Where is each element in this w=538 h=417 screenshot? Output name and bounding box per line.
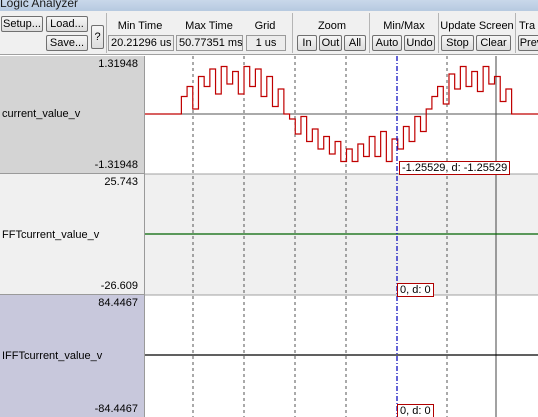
max-time-field: 50.77351 ms [176, 35, 243, 51]
signal-name: FFTcurrent_value_v [2, 229, 100, 241]
waveform-area-current-value [145, 56, 538, 174]
grid-label: Grid [254, 20, 276, 32]
signal-name: current_value_v [2, 108, 81, 120]
cursor-value-label: 0, d: 0 [397, 404, 434, 417]
transition-prev-button[interactable]: Prev [518, 35, 538, 51]
zoom-all-button[interactable]: All [344, 35, 366, 51]
signal-max-value: 1.31948 [98, 58, 138, 70]
toolbar: Setup... Load... Save... ? Min Time 20.2… [0, 11, 538, 55]
signal-name: IFFTcurrent_value_v [2, 350, 103, 362]
toolbar-separator [438, 13, 439, 53]
setup-button[interactable]: Setup... [1, 16, 43, 32]
toolbar-separator [515, 13, 516, 53]
waveform-plot[interactable] [145, 56, 538, 417]
max-time-label: Max Time [185, 20, 233, 32]
cursor-value-label: -1.25529, d: -1.25529 [399, 161, 511, 175]
zoom-in-button[interactable]: In [297, 35, 317, 51]
min-time-field: 20.21296 us [108, 35, 174, 51]
grid-lines [192, 56, 497, 417]
cursor-value-label: 0, d: 0 [397, 283, 434, 297]
transition-label: Tra [519, 20, 536, 32]
signal-max-value: 25.743 [104, 176, 138, 188]
update-screen-label: Update Screen [440, 20, 514, 32]
signal-panel-fft[interactable]: 25.743 FFTcurrent_value_v -26.609 [0, 174, 145, 295]
toolbar-separator [369, 13, 370, 53]
signal-panel-current-value[interactable]: 1.31948 current_value_v -1.31948 [0, 56, 145, 174]
signal-panel-ifft[interactable]: 84.4467 IFFTcurrent_value_v -84.4467 [0, 295, 145, 417]
minmax-auto-button[interactable]: Auto [372, 35, 402, 51]
minmax-label: Min/Max [383, 20, 425, 32]
signal-min-value: -1.31948 [94, 159, 138, 171]
signal-max-value: 84.4467 [98, 297, 138, 309]
minmax-undo-button[interactable]: Undo [404, 35, 435, 51]
toolbar-separator [106, 13, 107, 53]
toolbar-separator [292, 13, 293, 53]
zoom-out-button[interactable]: Out [319, 35, 342, 51]
grid-field: 1 us [246, 35, 286, 51]
waveform-area-ifft [145, 295, 538, 417]
window-title: Logic Analyzer [0, 0, 79, 10]
save-button[interactable]: Save... [46, 35, 88, 51]
load-button[interactable]: Load... [46, 16, 88, 32]
signal-min-value: -84.4467 [94, 403, 138, 415]
waveform-current-value [145, 65, 538, 163]
min-time-label: Min Time [117, 20, 163, 32]
help-button[interactable]: ? [91, 25, 104, 49]
signal-min-value: -26.609 [100, 280, 138, 292]
zoom-label: Zoom [317, 20, 347, 32]
title-bar: Logic Analyzer [0, 0, 538, 11]
update-clear-button[interactable]: Clear [476, 35, 511, 51]
update-stop-button[interactable]: Stop [441, 35, 474, 51]
